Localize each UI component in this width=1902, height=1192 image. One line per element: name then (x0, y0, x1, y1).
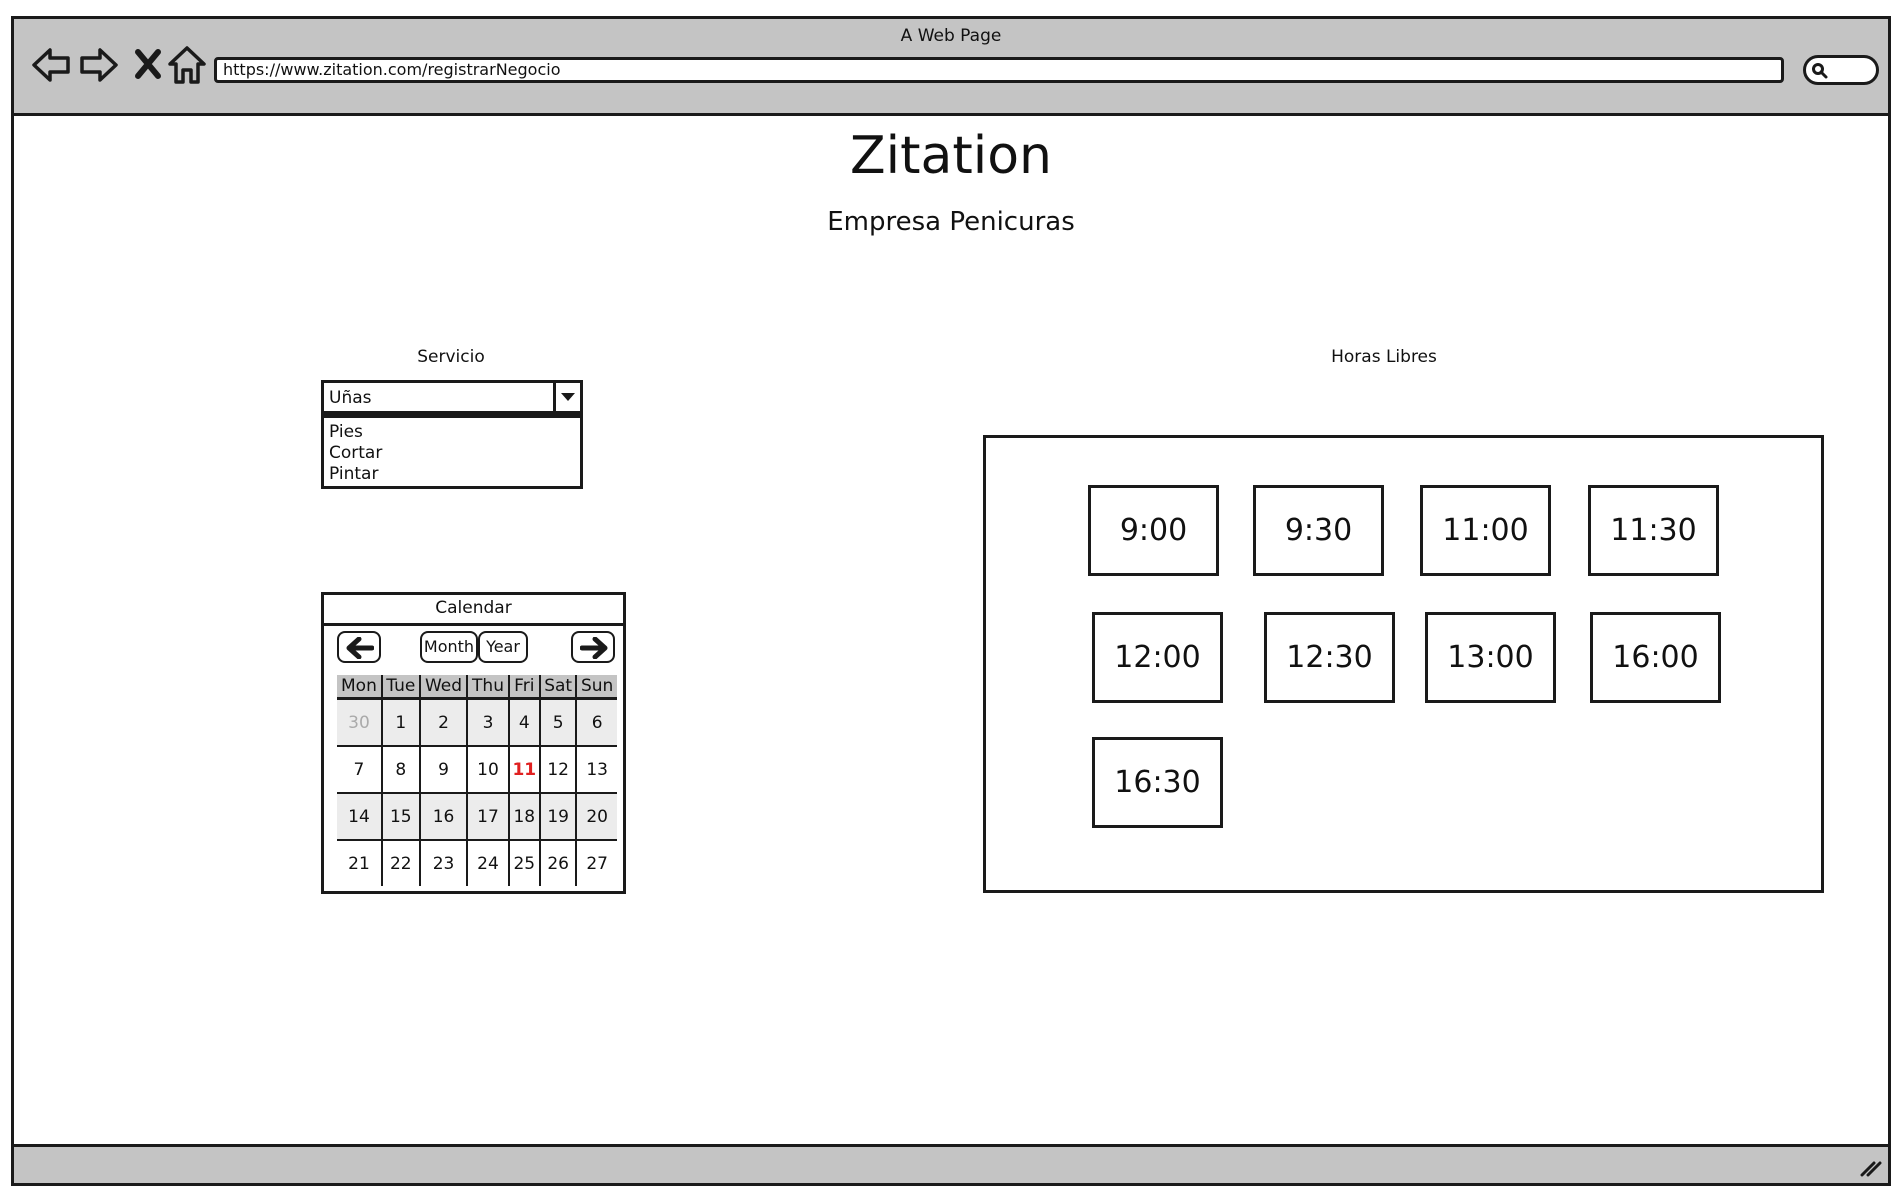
weekday-header: Wed (418, 675, 468, 700)
browser-toolbar: A Web Page https://www.zitation.com/regi… (14, 19, 1888, 116)
free-hours-panel: 9:00 9:30 11:00 11:30 12:00 12:30 13:00 … (983, 435, 1824, 893)
calendar-day[interactable]: 23 (418, 840, 468, 886)
time-slot-button[interactable]: 11:00 (1420, 485, 1551, 576)
dropdown-caret-icon[interactable] (553, 383, 580, 411)
calendar-day[interactable]: 8 (380, 746, 420, 794)
calendar-day[interactable]: 24 (466, 840, 509, 886)
service-option[interactable]: Cortar (329, 443, 383, 463)
arrow-left-icon (346, 637, 374, 659)
calendar-day[interactable]: 9 (418, 746, 468, 794)
calendar-day[interactable]: 1 (380, 698, 420, 747)
forward-arrow-icon[interactable] (78, 44, 120, 86)
calendar-day[interactable]: 27 (575, 840, 617, 886)
calendar-day[interactable]: 26 (538, 840, 577, 886)
calendar-day[interactable]: 10 (466, 746, 509, 794)
service-label: Servicio (417, 347, 485, 367)
calendar-day[interactable]: 5 (538, 698, 577, 747)
calendar-next-button[interactable] (571, 631, 615, 663)
calendar-day[interactable]: 20 (575, 793, 617, 841)
weekday-header: Tue (380, 675, 420, 700)
stop-x-icon[interactable] (128, 44, 170, 86)
time-slot-button[interactable]: 12:30 (1264, 612, 1395, 703)
time-slot-button[interactable]: 9:00 (1088, 485, 1219, 576)
calendar-day[interactable]: 12 (538, 746, 577, 794)
weekday-header: Sat (538, 675, 577, 700)
calendar-day-today[interactable]: 11 (507, 746, 540, 794)
time-slot-button[interactable]: 16:00 (1590, 612, 1721, 703)
service-select[interactable]: Uñas (321, 380, 583, 414)
time-slot-button[interactable]: 12:00 (1092, 612, 1223, 703)
calendar-day[interactable]: 19 (538, 793, 577, 841)
service-selected-value: Uñas (329, 388, 372, 408)
time-slot-button[interactable]: 9:30 (1253, 485, 1384, 576)
calendar-day[interactable]: 18 (507, 793, 540, 841)
weekday-header: Sun (575, 675, 617, 700)
service-option[interactable]: Pies (329, 422, 363, 442)
service-options-list: Pies Cortar Pintar (321, 414, 583, 489)
weekday-header: Mon (337, 675, 382, 700)
url-bar[interactable]: https://www.zitation.com/registrarNegoci… (214, 57, 1784, 83)
caret-down-icon (561, 393, 575, 401)
free-hours-label: Horas Libres (1331, 347, 1437, 367)
page-subtitle: Empresa Penicuras (827, 207, 1075, 237)
arrow-right-icon (580, 637, 608, 659)
calendar-day[interactable]: 16 (418, 793, 468, 841)
calendar-year-button[interactable]: Year (478, 631, 528, 663)
calendar-grid: Mon Tue Wed Thu Fri Sat Sun 30 1 2 3 4 5… (337, 675, 617, 886)
window-title: A Web Page (900, 26, 1002, 46)
calendar-day[interactable]: 30 (337, 698, 382, 747)
calendar-day[interactable]: 2 (418, 698, 468, 747)
calendar-day[interactable]: 6 (575, 698, 617, 747)
service-option[interactable]: Pintar (329, 464, 379, 484)
calendar-prev-button[interactable] (337, 631, 381, 663)
calendar-day[interactable]: 22 (380, 840, 420, 886)
search-icon (1812, 63, 1828, 79)
calendar: Calendar Month Year Mon Tue Wed Thu Fri … (321, 592, 626, 894)
calendar-day[interactable]: 3 (466, 698, 509, 747)
calendar-day[interactable]: 25 (507, 840, 540, 886)
browser-search-box[interactable] (1803, 55, 1879, 85)
calendar-title: Calendar (324, 595, 623, 626)
calendar-day[interactable]: 13 (575, 746, 617, 794)
back-arrow-icon[interactable] (30, 44, 72, 86)
home-icon[interactable] (166, 44, 208, 86)
calendar-day[interactable]: 14 (337, 793, 382, 841)
time-slot-button[interactable]: 11:30 (1588, 485, 1719, 576)
calendar-day[interactable]: 17 (466, 793, 509, 841)
weekday-header: Fri (507, 675, 540, 700)
page-title: Zitation (850, 126, 1052, 186)
resize-grip-icon[interactable] (1858, 1155, 1882, 1177)
weekday-header: Thu (466, 675, 509, 700)
time-slot-button[interactable]: 13:00 (1425, 612, 1556, 703)
calendar-month-button[interactable]: Month (420, 631, 478, 663)
time-slot-button[interactable]: 16:30 (1092, 737, 1223, 828)
calendar-day[interactable]: 21 (348, 853, 370, 874)
calendar-day[interactable]: 4 (507, 698, 540, 747)
calendar-day[interactable]: 7 (337, 746, 382, 794)
status-bar (14, 1144, 1888, 1183)
calendar-day[interactable]: 15 (380, 793, 420, 841)
